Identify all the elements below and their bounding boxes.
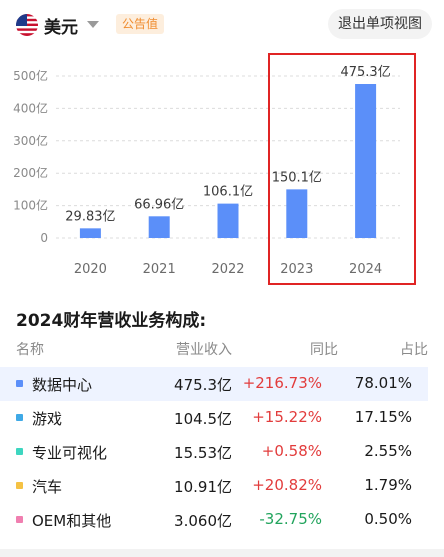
legend-dot-icon — [16, 448, 23, 455]
chart-bar[interactable] — [217, 203, 239, 238]
segment-yoy: +20.82% — [252, 476, 322, 494]
segment-name: 数据中心 — [32, 376, 93, 394]
segment-yoy: +15.22% — [252, 408, 322, 426]
breakdown-title: 2024财年营收业务构成: — [16, 311, 207, 331]
segment-name: 汽车 — [32, 478, 63, 496]
chart-bar[interactable] — [355, 84, 377, 238]
y-tick-label: 0 — [40, 231, 48, 245]
legend-dot-icon — [16, 380, 23, 387]
y-tick-label: 400亿 — [13, 100, 48, 115]
x-tick-label: 2022 — [211, 262, 244, 277]
chart-bar[interactable] — [148, 216, 170, 238]
x-tick-label: 2020 — [74, 262, 107, 277]
x-tick-label: 2023 — [280, 262, 313, 277]
segment-share: 78.01% — [354, 374, 412, 392]
segment-name: OEM和其他 — [32, 512, 112, 530]
highlight-box — [268, 53, 416, 285]
us-flag-icon[interactable] — [16, 14, 38, 36]
column-header-share: 占比 — [400, 342, 428, 358]
chart-bar[interactable] — [286, 189, 308, 238]
table-row[interactable]: 专业可视化 15.53亿 +0.58% 2.55% — [0, 435, 428, 469]
column-header-name: 名称 — [16, 342, 44, 358]
y-tick-label: 300亿 — [13, 133, 48, 148]
segment-yoy: +0.58% — [261, 442, 322, 460]
header-bar: 美元 公告值 退出单项视图 — [0, 0, 444, 48]
y-tick-label: 200亿 — [13, 165, 48, 180]
segment-revenue: 475.3亿 — [174, 376, 232, 394]
segment-share: 0.50% — [364, 510, 412, 528]
legend-dot-icon — [16, 516, 23, 523]
table-row[interactable]: OEM和其他 3.060亿 -32.75% 0.50% — [0, 503, 428, 537]
bar-value-label: 66.96亿 — [134, 197, 184, 212]
segment-revenue: 15.53亿 — [174, 444, 232, 462]
bar-value-label: 475.3亿 — [340, 65, 390, 80]
segment-share: 17.15% — [354, 408, 412, 426]
segment-name: 专业可视化 — [32, 444, 108, 462]
revenue-bar-chart: 0 100亿 200亿 300亿 400亿 500亿 29.83亿 2020 66.96亿 202… — [0, 48, 444, 288]
table-row[interactable]: 数据中心 475.3亿 +216.73% 78.01% — [0, 367, 428, 401]
chart-canvas: 0 100亿 200亿 300亿 400亿 500亿 29.83亿 2020 66.96亿 202… — [13, 65, 400, 277]
legend-dot-icon — [16, 482, 23, 489]
column-header-revenue: 营业收入 — [176, 342, 232, 358]
chevron-down-icon[interactable] — [87, 21, 99, 28]
announced-value-badge: 公告值 — [116, 14, 165, 34]
segment-yoy: -32.75% — [259, 510, 322, 528]
bar-value-label: 106.1亿 — [203, 185, 253, 200]
segment-share: 2.55% — [364, 442, 412, 460]
segment-yoy: +216.73% — [242, 374, 322, 392]
y-tick-label: 500亿 — [13, 68, 48, 83]
segment-name: 游戏 — [32, 410, 63, 428]
chart-bar[interactable] — [79, 228, 101, 238]
bottom-divider — [0, 549, 444, 557]
exit-single-view-button[interactable]: 退出单项视图 — [328, 9, 432, 39]
segment-share: 1.79% — [364, 476, 412, 494]
segment-revenue: 104.5亿 — [174, 410, 232, 428]
table-row[interactable]: 汽车 10.91亿 +20.82% 1.79% — [0, 469, 428, 503]
x-tick-label: 2021 — [143, 262, 176, 277]
x-tick-label: 2024 — [349, 262, 382, 277]
currency-selector[interactable]: 美元 — [44, 18, 78, 38]
segment-revenue: 3.060亿 — [174, 512, 232, 530]
table-row[interactable]: 游戏 104.5亿 +15.22% 17.15% — [0, 401, 428, 435]
y-tick-label: 100亿 — [13, 198, 48, 213]
segment-revenue: 10.91亿 — [174, 478, 232, 496]
legend-dot-icon — [16, 414, 23, 421]
bar-value-label: 150.1亿 — [272, 170, 322, 185]
column-header-yoy: 同比 — [310, 342, 338, 358]
bar-value-label: 29.83亿 — [65, 209, 115, 224]
